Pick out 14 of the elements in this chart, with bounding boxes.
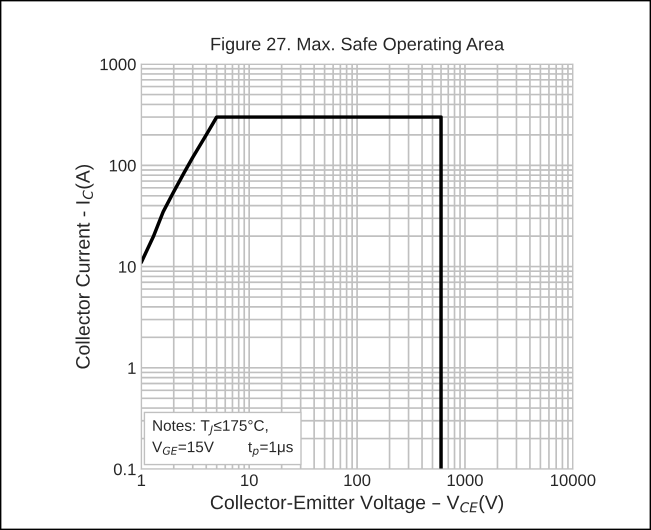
y-tick-label: 1 [128, 362, 136, 374]
x-tick-label: 10000 [550, 474, 596, 486]
text: Notes: T$_{J}$≤175°C, V$_{GE}$=15V t$_{p}$=1μs [152, 420, 293, 457]
x-tick-label: 100 [344, 474, 370, 486]
y-tick-label: 1000 [100, 58, 136, 70]
y-axis-title: Collector Current - I$_{C}$(A) [76, 164, 94, 369]
x-tick-label: 10 [241, 474, 258, 486]
y-tick-label: 10 [119, 260, 136, 273]
y-tick-label: 0.1 [114, 463, 136, 476]
chart-title: Figure 27. Max. Safe Operating Area [212, 37, 504, 54]
x-axis-title: Collector-Emitter Voltage – V$_{CE}$(V) [210, 495, 504, 514]
y-tick-label: 100 [110, 160, 136, 172]
x-tick-label: 1 [138, 474, 146, 486]
x-tick-label: 1000 [448, 474, 483, 486]
